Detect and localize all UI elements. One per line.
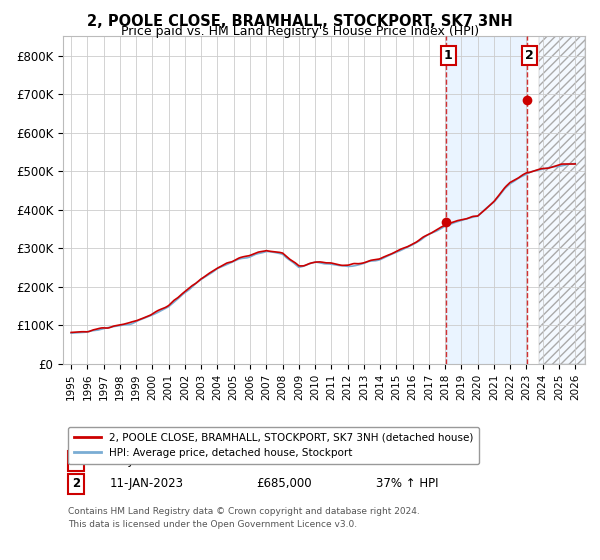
Text: 37% ↑ HPI: 37% ↑ HPI (376, 477, 439, 490)
Legend: 2, POOLE CLOSE, BRAMHALL, STOCKPORT, SK7 3NH (detached house), HPI: Average pric: 2, POOLE CLOSE, BRAMHALL, STOCKPORT, SK7… (68, 427, 479, 464)
Text: 1: 1 (444, 49, 452, 62)
Text: £368,000: £368,000 (256, 454, 312, 467)
Text: 2: 2 (525, 49, 534, 62)
Text: 17-JAN-2018: 17-JAN-2018 (110, 454, 184, 467)
Text: This data is licensed under the Open Government Licence v3.0.: This data is licensed under the Open Gov… (68, 520, 358, 529)
Text: 11-JAN-2023: 11-JAN-2023 (110, 477, 184, 490)
Text: Price paid vs. HM Land Registry's House Price Index (HPI): Price paid vs. HM Land Registry's House … (121, 25, 479, 38)
Text: 1: 1 (72, 454, 80, 467)
Bar (539, 36, 585, 364)
Text: 2% ↑ HPI: 2% ↑ HPI (376, 454, 431, 467)
Text: 2: 2 (72, 477, 80, 490)
Text: £685,000: £685,000 (256, 477, 312, 490)
Text: Contains HM Land Registry data © Crown copyright and database right 2024.: Contains HM Land Registry data © Crown c… (68, 506, 420, 516)
Text: 2, POOLE CLOSE, BRAMHALL, STOCKPORT, SK7 3NH: 2, POOLE CLOSE, BRAMHALL, STOCKPORT, SK7… (87, 14, 513, 29)
Bar (539, 36, 585, 364)
Bar (446, 36, 527, 364)
